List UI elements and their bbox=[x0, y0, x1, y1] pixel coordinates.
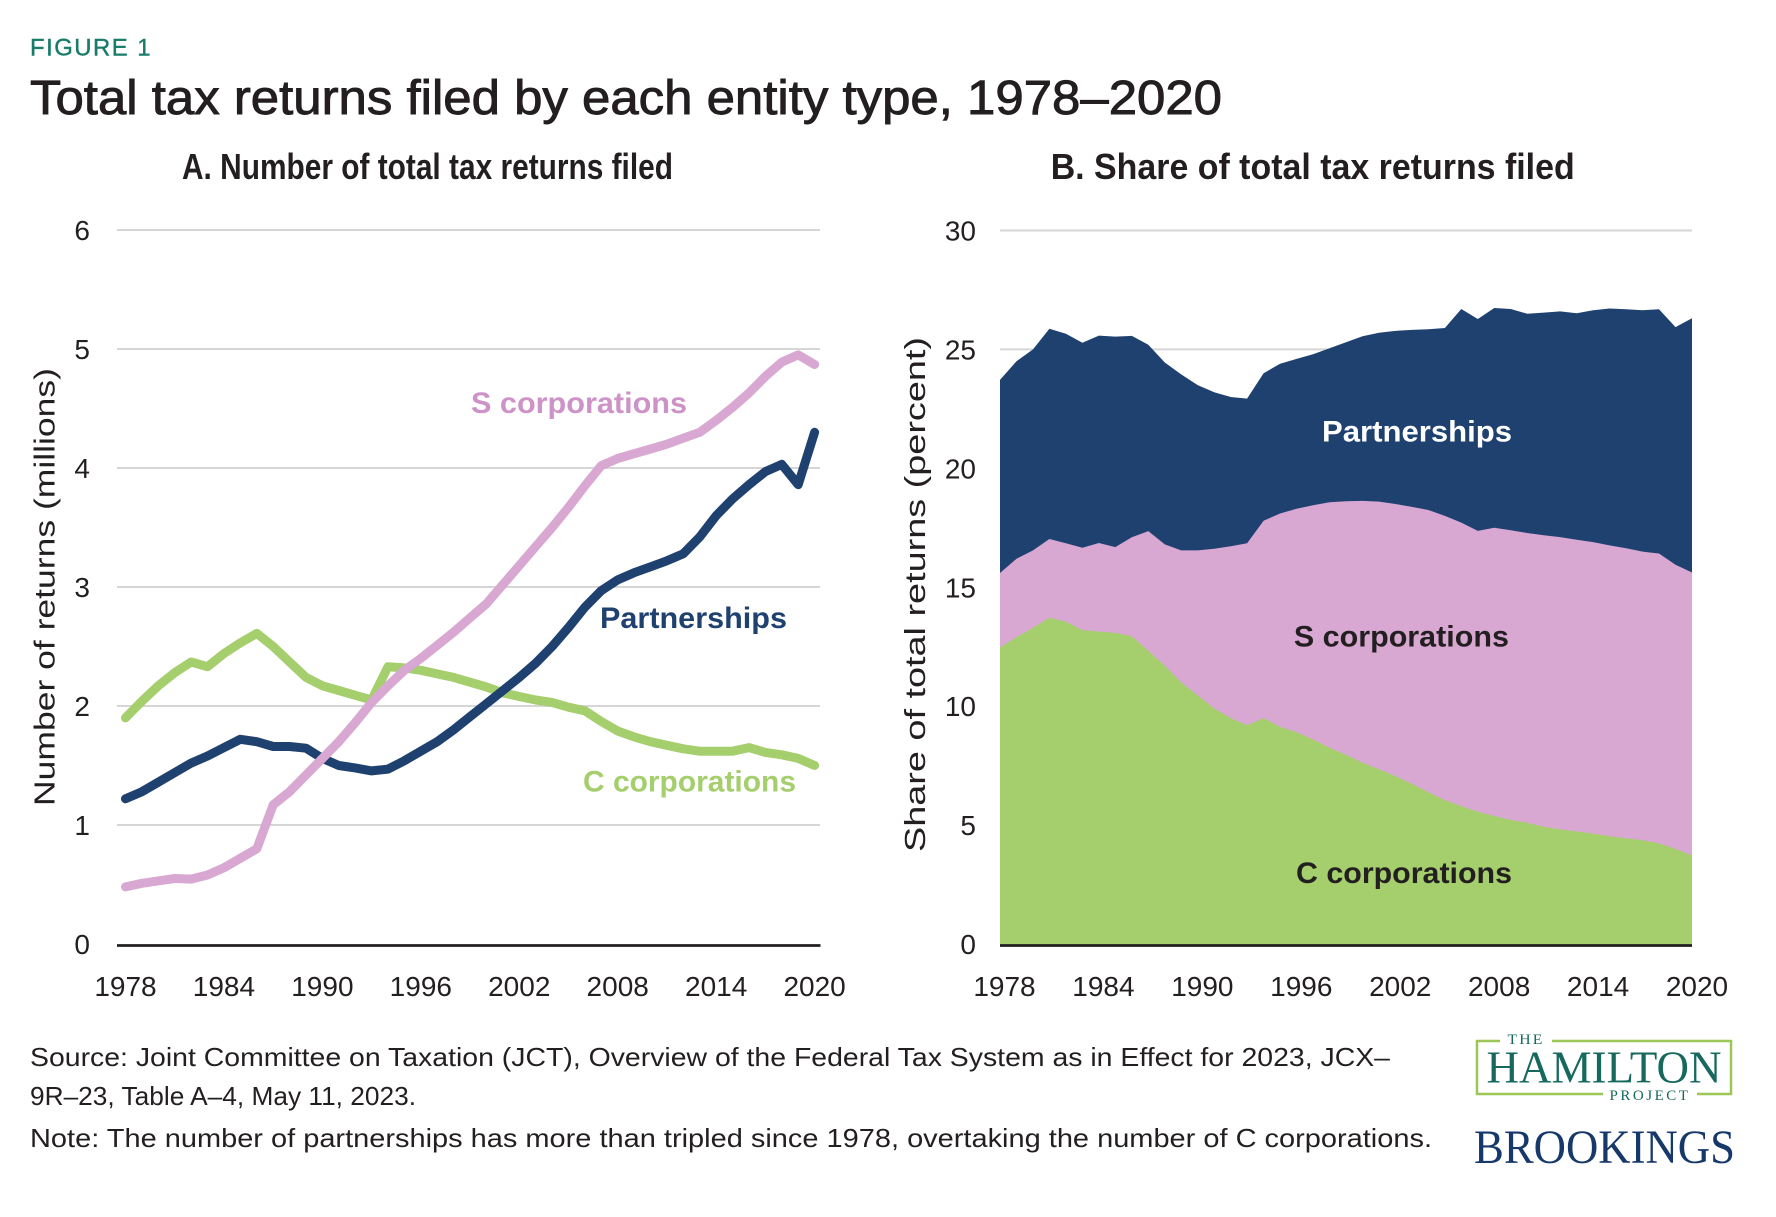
svg-text:2020: 2020 bbox=[783, 971, 845, 1002]
svg-text:Partnerships: Partnerships bbox=[1322, 416, 1512, 449]
svg-text:B. Share of total tax returns: B. Share of total tax returns filed bbox=[1051, 146, 1575, 187]
svg-text:HAMILTON: HAMILTON bbox=[1487, 1042, 1722, 1093]
svg-text:5: 5 bbox=[960, 810, 976, 841]
svg-text:BROOKINGS: BROOKINGS bbox=[1474, 1121, 1735, 1174]
svg-text:2: 2 bbox=[74, 691, 90, 722]
svg-text:C corporations: C corporations bbox=[1296, 857, 1512, 890]
svg-text:Total tax returns filed by eac: Total tax returns filed by each entity t… bbox=[30, 72, 1222, 125]
svg-text:30: 30 bbox=[945, 216, 976, 247]
svg-text:9R–23, Table A–4, May 11, 2023: 9R–23, Table A–4, May 11, 2023. bbox=[30, 1081, 416, 1111]
svg-text:Number of returns (millions): Number of returns (millions) bbox=[30, 368, 62, 806]
svg-text:1984: 1984 bbox=[193, 971, 255, 1002]
svg-text:FIGURE 1: FIGURE 1 bbox=[30, 35, 152, 62]
svg-text:25: 25 bbox=[945, 334, 976, 365]
svg-text:PROJECT: PROJECT bbox=[1610, 1088, 1691, 1104]
svg-text:10: 10 bbox=[945, 691, 976, 722]
svg-text:0: 0 bbox=[960, 929, 976, 960]
svg-text:S corporations: S corporations bbox=[1294, 621, 1509, 654]
svg-text:Source: Joint Committee on Tax: Source: Joint Committee on Taxation (JCT… bbox=[30, 1042, 1391, 1072]
svg-text:2008: 2008 bbox=[1468, 971, 1530, 1002]
svg-text:1978: 1978 bbox=[94, 971, 156, 1002]
svg-text:1996: 1996 bbox=[390, 971, 452, 1002]
svg-text:4: 4 bbox=[74, 453, 90, 484]
svg-text:2002: 2002 bbox=[1369, 971, 1431, 1002]
svg-text:15: 15 bbox=[945, 572, 976, 603]
svg-text:1: 1 bbox=[74, 810, 90, 841]
svg-text:2008: 2008 bbox=[587, 971, 649, 1002]
svg-text:6: 6 bbox=[74, 215, 90, 246]
svg-text:Note: The number of partnershi: Note: The number of partnerships has mor… bbox=[30, 1123, 1432, 1153]
svg-text:THE: THE bbox=[1508, 1032, 1545, 1048]
svg-text:Share of total returns (percen: Share of total returns (percent) bbox=[900, 337, 932, 852]
svg-text:2014: 2014 bbox=[1567, 971, 1629, 1002]
svg-text:Partnerships: Partnerships bbox=[600, 602, 787, 635]
svg-text:2002: 2002 bbox=[488, 971, 550, 1002]
svg-text:C corporations: C corporations bbox=[583, 766, 796, 799]
svg-text:2014: 2014 bbox=[685, 971, 747, 1002]
svg-text:A. Number of total tax returns: A. Number of total tax returns filed bbox=[182, 146, 673, 187]
svg-text:20: 20 bbox=[945, 453, 976, 484]
svg-text:1984: 1984 bbox=[1072, 971, 1134, 1002]
svg-text:1996: 1996 bbox=[1270, 971, 1332, 1002]
svg-text:1978: 1978 bbox=[973, 971, 1035, 1002]
svg-text:0: 0 bbox=[74, 929, 90, 960]
svg-text:3: 3 bbox=[74, 572, 90, 603]
svg-text:S corporations: S corporations bbox=[471, 387, 687, 420]
svg-text:2020: 2020 bbox=[1666, 971, 1728, 1002]
svg-text:1990: 1990 bbox=[1171, 971, 1233, 1002]
svg-text:1990: 1990 bbox=[291, 971, 353, 1002]
svg-text:5: 5 bbox=[74, 334, 90, 365]
